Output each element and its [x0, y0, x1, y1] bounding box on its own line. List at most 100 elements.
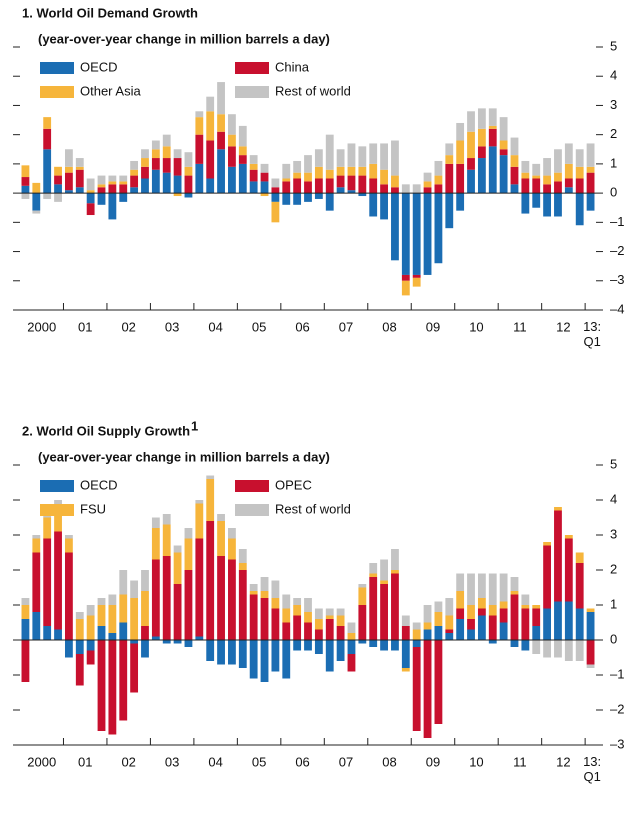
x-tick-label: 05	[252, 754, 266, 769]
bar-segment	[195, 134, 204, 164]
bar-segment	[434, 193, 443, 264]
bar-segment	[173, 158, 182, 176]
bar-segment	[260, 193, 269, 197]
chart-title: 1. World Oil Demand Growth	[22, 5, 198, 20]
bar-segment	[108, 184, 117, 194]
bar-segment	[510, 591, 519, 595]
bar-segment	[521, 160, 530, 173]
bar-segment	[358, 640, 367, 644]
bar-segment	[293, 178, 302, 194]
bar-segment	[347, 175, 356, 191]
bar-segment	[304, 193, 312, 202]
bar-segment	[108, 193, 117, 220]
bar-segment	[43, 149, 52, 194]
x-tick-label: 11	[513, 754, 527, 769]
bar-segment	[575, 552, 584, 563]
bar-segment	[554, 149, 562, 173]
bar-segment	[162, 640, 171, 644]
bar-segment	[380, 640, 388, 651]
legend-swatch	[235, 86, 269, 98]
x-tick-label: 01	[78, 319, 92, 334]
bar-segment	[86, 615, 95, 640]
bar-segment	[43, 117, 52, 129]
bar-segment	[249, 169, 258, 182]
bar-segment	[108, 594, 117, 605]
bar-segment	[151, 517, 160, 528]
bar-segment	[521, 594, 530, 605]
bar-segment	[412, 640, 421, 647]
bar-segment	[206, 111, 215, 141]
bar-segment	[586, 166, 595, 173]
bar-segment	[119, 570, 128, 595]
bar-segment	[391, 193, 399, 261]
bar-segment	[21, 598, 30, 605]
bar-segment	[228, 146, 236, 167]
y-tick-label: 1	[610, 596, 617, 611]
bar-segment	[108, 640, 117, 735]
bar-segment	[564, 163, 573, 179]
bar-segment	[543, 158, 552, 176]
bar-segment	[456, 591, 465, 609]
x-tick-label: 11	[513, 319, 527, 334]
bar-segment	[423, 181, 432, 188]
bar-segment	[564, 143, 573, 164]
bar-segment	[162, 134, 171, 147]
bar-segment	[521, 608, 530, 640]
bar-segment	[401, 615, 410, 626]
bar-segment	[260, 163, 269, 173]
bar-segment	[195, 117, 204, 135]
bar-segment	[510, 137, 519, 156]
x-tick-label: 03	[165, 754, 179, 769]
bar-segment	[108, 181, 117, 185]
bar-segment	[206, 479, 215, 521]
bar-segment	[32, 182, 41, 194]
bar-segment	[32, 552, 41, 612]
y-tick-label: 4	[610, 68, 617, 83]
bar-segment	[184, 640, 193, 647]
bar-segment	[325, 615, 334, 619]
x-tick-label: 04	[208, 319, 222, 334]
bar-segment	[293, 605, 302, 616]
bar-segment	[228, 114, 236, 135]
x-tick-label: 06	[295, 754, 309, 769]
bar-segment	[21, 185, 30, 194]
bar-segment	[401, 668, 410, 672]
bar-segment	[445, 633, 454, 640]
bar-segment	[64, 172, 73, 191]
bar-segment	[304, 598, 312, 612]
bar-segment	[260, 640, 269, 682]
bar-segment	[64, 149, 73, 167]
bar-segment	[151, 559, 160, 637]
x-tick-label-box: 13: Q1	[583, 319, 601, 349]
y-tick-label: –2	[610, 243, 624, 258]
bar-segment	[206, 178, 215, 194]
bar-segment	[282, 622, 291, 640]
bar-segment	[260, 577, 269, 591]
x-tick-label: 01	[78, 754, 92, 769]
bar-segment	[119, 622, 128, 640]
bar-segment	[423, 193, 432, 275]
bar-segment	[314, 178, 323, 194]
bar-segment	[391, 549, 399, 570]
bar-segment	[510, 640, 519, 647]
bar-segment	[554, 181, 562, 194]
bar-segment	[130, 640, 139, 644]
bar-segment	[380, 580, 388, 584]
bar-segment	[184, 570, 193, 640]
chart-title: 2. World Oil Supply Growth	[22, 423, 190, 438]
bar-segment	[521, 172, 530, 179]
bar-segment	[325, 134, 334, 170]
bar-segment	[358, 146, 367, 167]
bar-segment	[195, 500, 204, 504]
bar-segment	[249, 584, 258, 591]
x-tick-label: 03	[165, 319, 179, 334]
bar-segment	[586, 640, 595, 665]
bar-segment	[564, 187, 573, 194]
bar-segment	[412, 184, 421, 194]
bar-segment	[532, 178, 541, 194]
bar-segment	[293, 598, 302, 605]
bar-segment	[217, 82, 225, 115]
bar-segment	[75, 612, 84, 619]
